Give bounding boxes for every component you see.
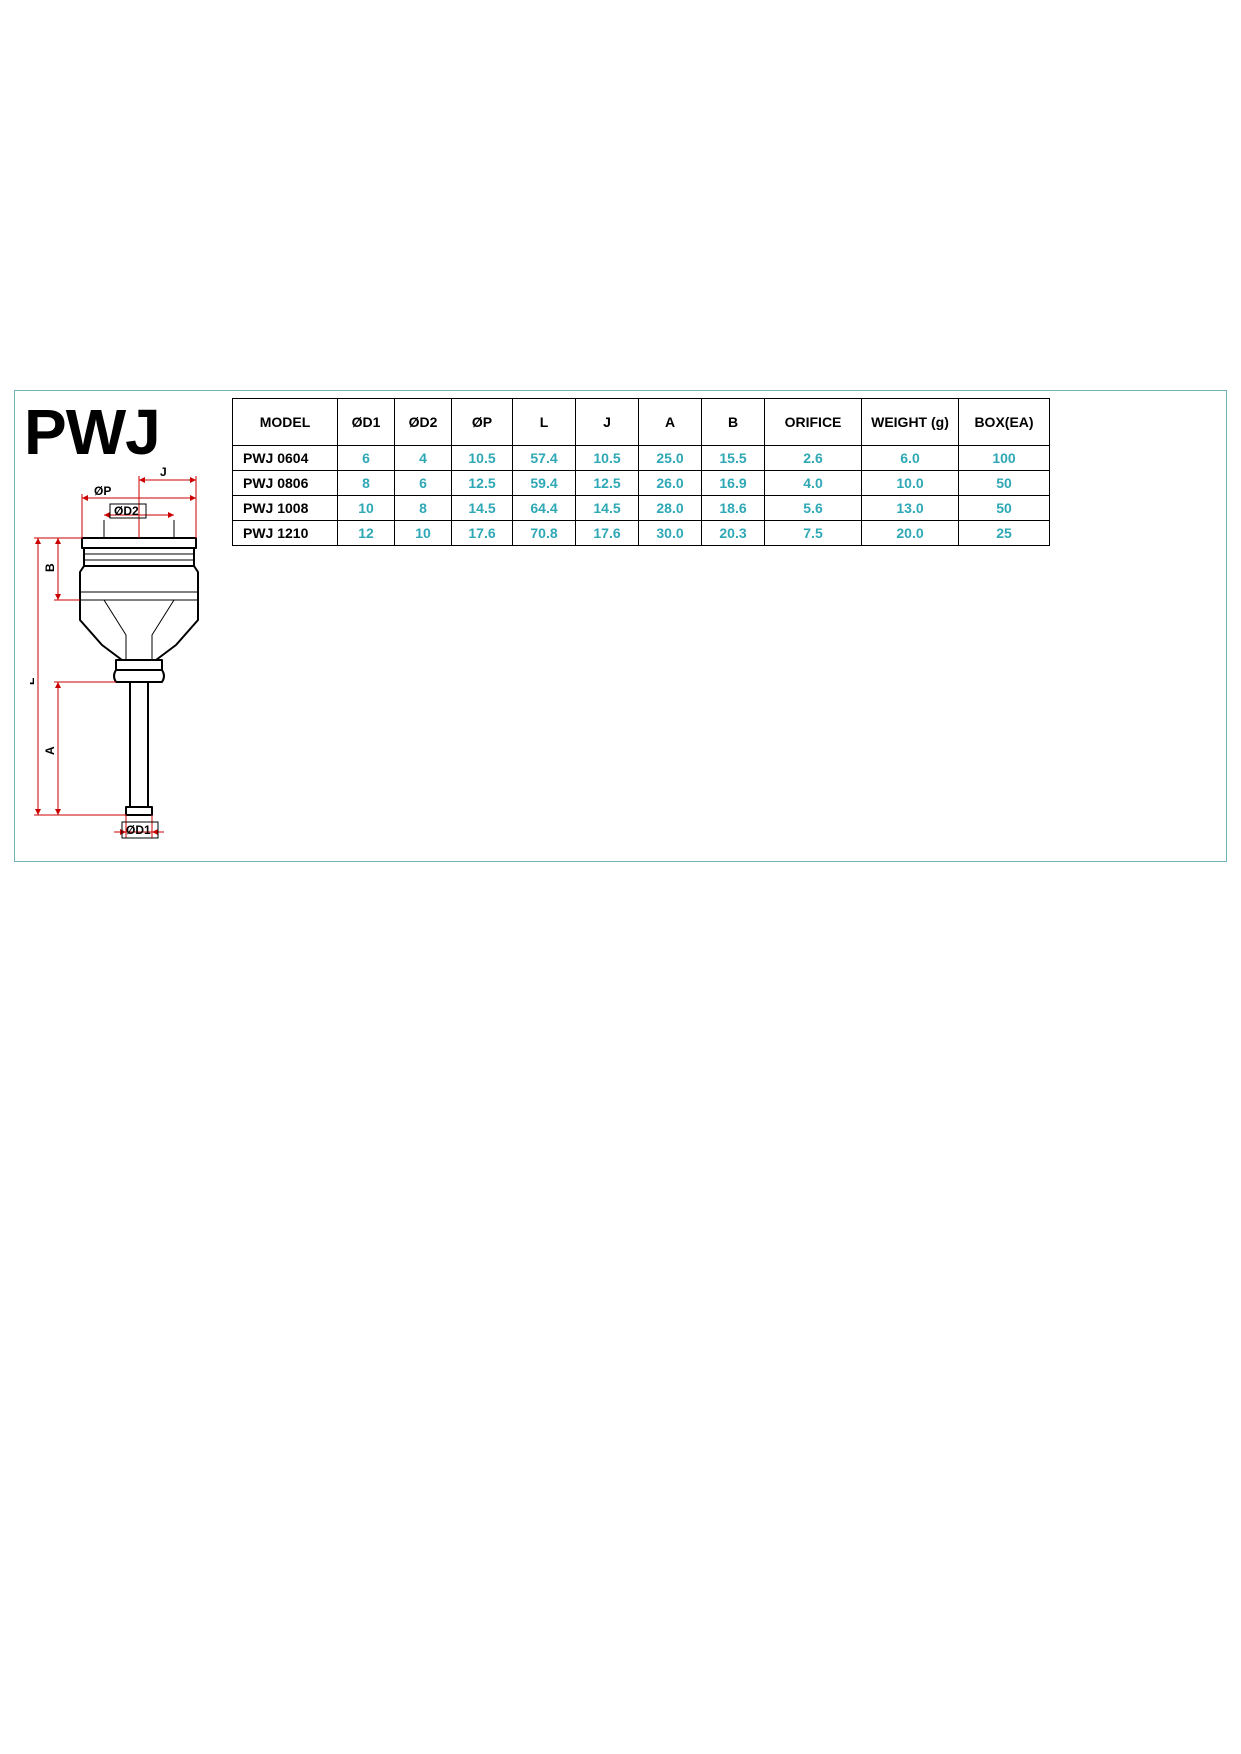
- cell-a: 25.0: [639, 446, 702, 471]
- table-row: PWJ 0806 8 6 12.5 59.4 12.5 26.0 16.9 4.…: [233, 471, 1050, 496]
- cell-model: PWJ 1008: [233, 496, 338, 521]
- cell-model: PWJ 0604: [233, 446, 338, 471]
- cell-weight: 20.0: [862, 521, 959, 546]
- cell-l: 64.4: [513, 496, 576, 521]
- dim-label-b: B: [43, 563, 57, 572]
- dim-label-j: J: [160, 465, 167, 479]
- cell-p: 14.5: [452, 496, 513, 521]
- col-p: ØP: [452, 399, 513, 446]
- cell-weight: 10.0: [862, 471, 959, 496]
- cell-p: 10.5: [452, 446, 513, 471]
- part-diagram: J ØP ØD2 B L A ØD1: [30, 460, 220, 850]
- cell-p: 12.5: [452, 471, 513, 496]
- col-l: L: [513, 399, 576, 446]
- col-orifice: ORIFICE: [765, 399, 862, 446]
- col-d2: ØD2: [395, 399, 452, 446]
- cell-d1: 8: [338, 471, 395, 496]
- cell-b: 18.6: [702, 496, 765, 521]
- cell-a: 26.0: [639, 471, 702, 496]
- cell-d1: 12: [338, 521, 395, 546]
- cell-l: 70.8: [513, 521, 576, 546]
- col-box: BOX(EA): [959, 399, 1050, 446]
- table-header-row: MODEL ØD1 ØD2 ØP L J A B ORIFICE WEIGHT …: [233, 399, 1050, 446]
- cell-model: PWJ 1210: [233, 521, 338, 546]
- cell-orifice: 7.5: [765, 521, 862, 546]
- col-weight: WEIGHT (g): [862, 399, 959, 446]
- cell-box: 50: [959, 471, 1050, 496]
- spec-table: MODEL ØD1 ØD2 ØP L J A B ORIFICE WEIGHT …: [232, 398, 1050, 546]
- cell-orifice: 5.6: [765, 496, 862, 521]
- dim-label-a: A: [43, 746, 57, 755]
- cell-box: 25: [959, 521, 1050, 546]
- cell-d2: 4: [395, 446, 452, 471]
- col-d1: ØD1: [338, 399, 395, 446]
- cell-l: 57.4: [513, 446, 576, 471]
- cell-d2: 8: [395, 496, 452, 521]
- cell-a: 30.0: [639, 521, 702, 546]
- cell-j: 14.5: [576, 496, 639, 521]
- cell-model: PWJ 0806: [233, 471, 338, 496]
- dim-label-d2: ØD2: [114, 504, 139, 518]
- cell-weight: 6.0: [862, 446, 959, 471]
- cell-d1: 6: [338, 446, 395, 471]
- dim-label-d1: ØD1: [126, 823, 151, 837]
- col-model: MODEL: [233, 399, 338, 446]
- col-j: J: [576, 399, 639, 446]
- col-b: B: [702, 399, 765, 446]
- dim-label-p: ØP: [94, 484, 111, 498]
- cell-box: 50: [959, 496, 1050, 521]
- cell-box: 100: [959, 446, 1050, 471]
- cell-l: 59.4: [513, 471, 576, 496]
- table-row: PWJ 1008 10 8 14.5 64.4 14.5 28.0 18.6 5…: [233, 496, 1050, 521]
- table-row: PWJ 0604 6 4 10.5 57.4 10.5 25.0 15.5 2.…: [233, 446, 1050, 471]
- cell-d2: 6: [395, 471, 452, 496]
- cell-b: 16.9: [702, 471, 765, 496]
- table-row: PWJ 1210 12 10 17.6 70.8 17.6 30.0 20.3 …: [233, 521, 1050, 546]
- cell-p: 17.6: [452, 521, 513, 546]
- cell-b: 15.5: [702, 446, 765, 471]
- cell-orifice: 2.6: [765, 446, 862, 471]
- col-a: A: [639, 399, 702, 446]
- cell-d2: 10: [395, 521, 452, 546]
- cell-j: 17.6: [576, 521, 639, 546]
- cell-j: 10.5: [576, 446, 639, 471]
- cell-j: 12.5: [576, 471, 639, 496]
- cell-a: 28.0: [639, 496, 702, 521]
- cell-b: 20.3: [702, 521, 765, 546]
- dim-label-l: L: [30, 678, 37, 685]
- cell-d1: 10: [338, 496, 395, 521]
- product-title: PWJ: [24, 395, 160, 469]
- cell-orifice: 4.0: [765, 471, 862, 496]
- cell-weight: 13.0: [862, 496, 959, 521]
